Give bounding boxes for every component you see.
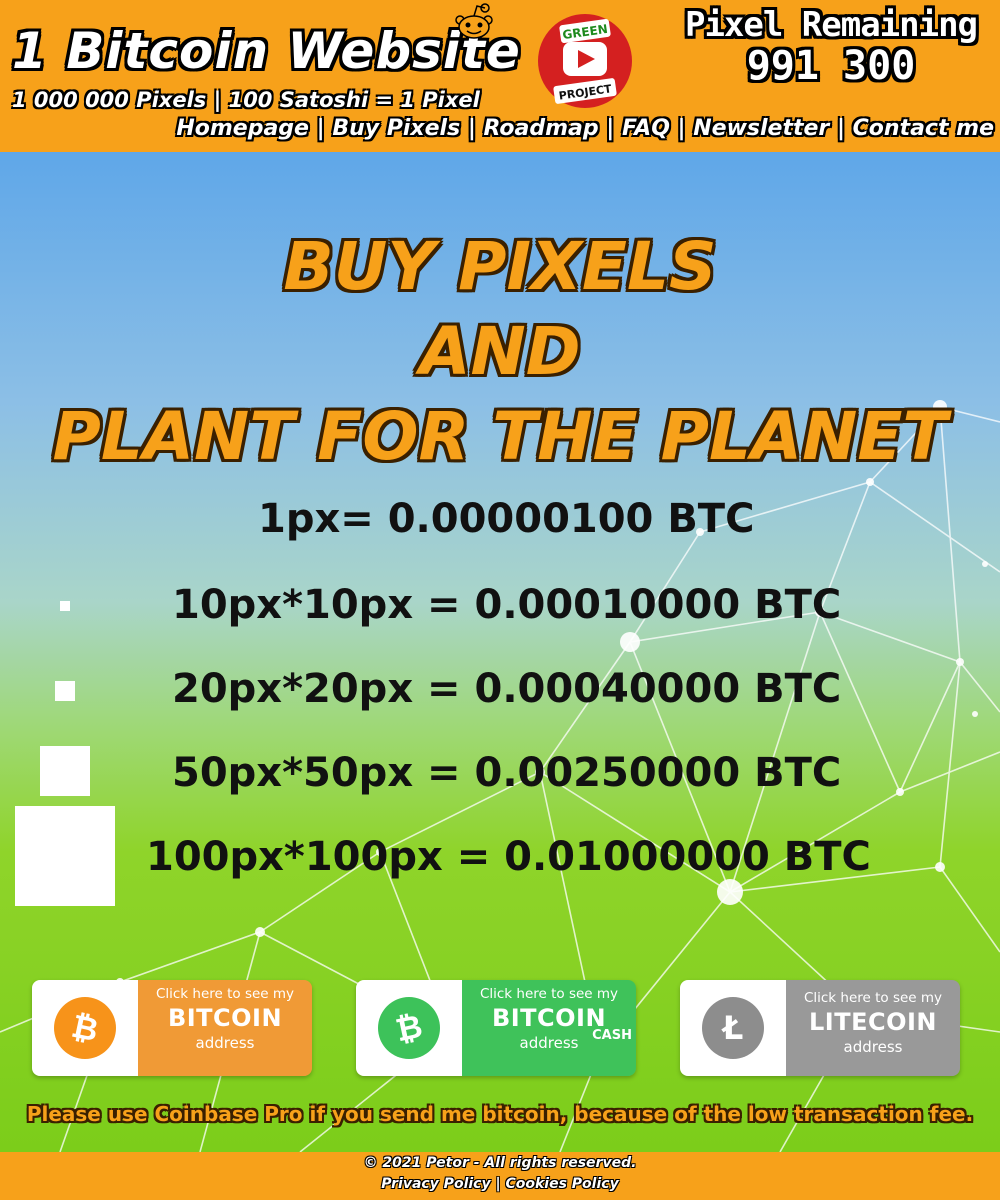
button-caption: Click here to see my (479, 986, 619, 1002)
pixel-remaining-count: 991 300 (746, 43, 916, 89)
site-footer: © 2021 Petor - All rights reserved. Priv… (0, 1152, 1000, 1200)
price-50px: 50px*50px = 0.00250000 BTC (172, 750, 842, 796)
pixel-swatch-20 (55, 681, 75, 701)
price-20px: 20px*20px = 0.00040000 BTC (172, 666, 842, 712)
price-10px: 10px*10px = 0.00010000 BTC (172, 582, 842, 628)
nav-buy-pixels[interactable]: Buy Pixels (332, 116, 461, 141)
button-label-panel: Click here to see my BITCOIN address (138, 980, 312, 1076)
nav-separator: | (308, 116, 333, 141)
bitcoin-cash-address-button[interactable]: ₿ Click here to see my BITCOIN address C… (356, 980, 636, 1076)
policy-links: Privacy Policy | Cookies Policy (0, 1176, 1000, 1192)
main-content: BUY PIXELS AND PLANT FOR THE PLANET 1px=… (0, 152, 1000, 1152)
button-label-panel: Click here to see my LITECOIN address (786, 980, 960, 1076)
nav-contact-me[interactable]: Contact me (852, 116, 994, 141)
button-coin-name: BITCOIN (491, 1004, 607, 1032)
privacy-policy-link[interactable]: Privacy Policy (381, 1176, 491, 1192)
coin-panel: ₿ (356, 980, 462, 1076)
nav-separator: | (460, 116, 484, 141)
headline: BUY PIXELS AND PLANT FOR THE PLANET (0, 224, 1000, 479)
button-coin-name: LITECOIN (808, 1008, 938, 1036)
button-label-panel: Click here to see my BITCOIN address CAS… (462, 980, 636, 1076)
button-cash-label: CASH (592, 1028, 632, 1043)
pixel-swatch-100 (15, 806, 115, 906)
policy-separator: | (490, 1176, 506, 1192)
green-logo-top-text: GREEN (562, 22, 609, 42)
button-address-label: address (843, 1038, 903, 1056)
pixel-remaining-label: Pixel Remaining (684, 5, 978, 45)
headline-line-2: AND (419, 313, 581, 390)
copyright: © 2021 Petor - All rights reserved. (363, 1155, 637, 1171)
nav-separator: | (669, 116, 694, 141)
bitcoin-icon: ₿ (54, 997, 116, 1059)
svg-text:Ł: Ł (721, 1009, 744, 1047)
headline-line-3: PLANT FOR THE PLANET (52, 398, 948, 475)
pixel-swatch-10 (60, 601, 70, 611)
site-title[interactable]: 1 Bitcoin Website (12, 22, 521, 80)
nav-homepage[interactable]: Homepage (176, 116, 309, 141)
site-header: 1 Bitcoin Website 1 000 000 Pixels | 100… (0, 0, 1000, 152)
price-100px: 100px*100px = 0.01000000 BTC (146, 834, 871, 880)
button-address-label: address (519, 1034, 579, 1052)
bitcoin-cash-icon: ₿ (378, 997, 440, 1059)
play-icon (578, 50, 595, 68)
pixel-swatch-50 (40, 746, 90, 796)
coin-panel: Ł (680, 980, 786, 1076)
nav-separator: | (829, 116, 853, 141)
button-address-label: address (195, 1034, 255, 1052)
litecoin-icon: Ł (702, 997, 764, 1059)
pixel-remaining-counter: Pixel Remaining 991 300 (668, 8, 994, 86)
reddit-icon[interactable] (452, 2, 496, 42)
button-coin-name: BITCOIN (167, 1004, 283, 1032)
nav-faq[interactable]: FAQ (621, 116, 670, 141)
nav-roadmap[interactable]: Roadmap (483, 116, 599, 141)
button-caption: Click here to see my (803, 990, 943, 1006)
cookies-policy-link[interactable]: Cookies Policy (505, 1176, 619, 1192)
coin-panel: ₿ (32, 980, 138, 1076)
bitcoin-address-button[interactable]: ₿ Click here to see my BITCOIN address (32, 980, 312, 1076)
nav-newsletter[interactable]: Newsletter (693, 116, 830, 141)
button-caption: Click here to see my (155, 986, 295, 1002)
green-project-logo[interactable]: GREEN PROJECT (536, 12, 634, 110)
nav-separator: | (598, 116, 622, 141)
headline-line-1: BUY PIXELS (283, 228, 717, 305)
price-1px: 1px= 0.00000100 BTC (258, 496, 755, 542)
litecoin-address-button[interactable]: Ł Click here to see my LITECOIN address (680, 980, 960, 1076)
site-subtitle: 1 000 000 Pixels | 100 Satoshi = 1 Pixel (12, 88, 480, 112)
coinbase-notice: Please use Coinbase Pro if you send me b… (26, 1102, 974, 1126)
main-nav: Homepage | Buy Pixels | Roadmap | FAQ | … (176, 116, 994, 141)
